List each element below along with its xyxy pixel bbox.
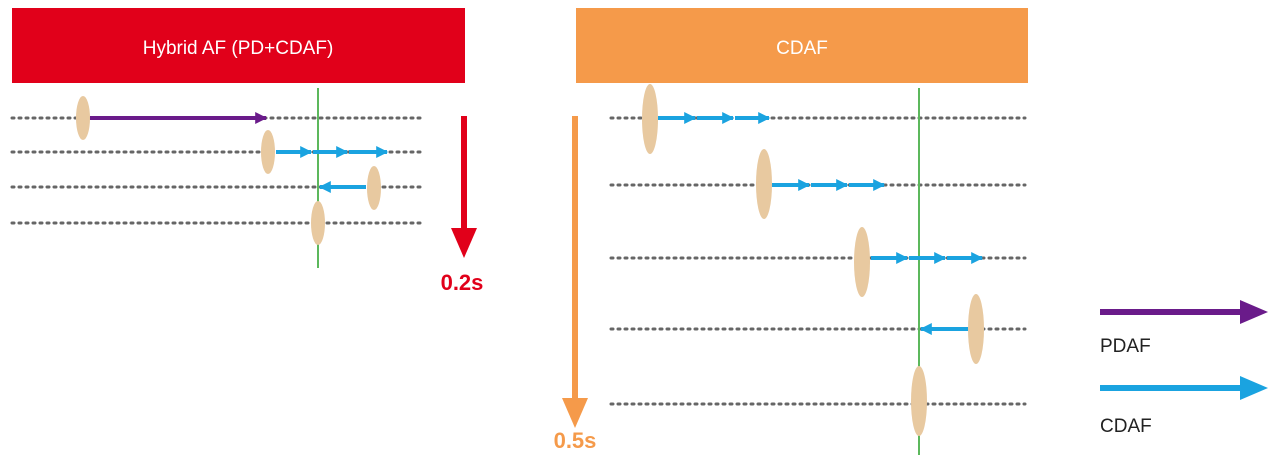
legend: PDAF CDAF — [1100, 300, 1268, 437]
lens-icon — [968, 294, 984, 364]
lens-icon — [311, 201, 325, 245]
lens-icon — [642, 84, 658, 154]
lens-icon — [854, 227, 870, 297]
lens-icon — [261, 130, 275, 174]
cdaf-time-arrowhead — [562, 398, 588, 428]
cdaf-lens-positions — [642, 84, 984, 436]
cdaf-time-label: 0.5s — [554, 428, 597, 453]
cdaf-dotted-rows — [609, 116, 1027, 406]
hybrid-arrows — [90, 112, 389, 193]
lens-icon — [367, 166, 381, 210]
hybrid-lens-positions — [76, 96, 381, 245]
legend-cdaf-label: CDAF — [1100, 416, 1152, 437]
legend-pdaf-arrowhead — [1240, 300, 1268, 324]
hybrid-af-title: Hybrid AF (PD+CDAF) — [143, 38, 334, 59]
lens-icon — [756, 149, 772, 219]
hybrid-af-panel: Hybrid AF (PD+CDAF) 0.2s — [10, 8, 484, 295]
cdaf-panel: CDAF — [554, 8, 1028, 455]
hybrid-time-arrowhead — [451, 228, 477, 258]
hybrid-dotted-rows — [10, 116, 427, 225]
cdaf-title: CDAF — [776, 38, 828, 59]
lens-icon — [911, 366, 927, 436]
cdaf-arrows — [658, 112, 984, 335]
cdaf-header — [576, 8, 1028, 83]
hybrid-af-header — [12, 8, 465, 83]
lens-icon — [76, 96, 90, 140]
legend-pdaf-label: PDAF — [1100, 336, 1151, 357]
hybrid-time-label: 0.2s — [441, 270, 484, 295]
legend-cdaf-arrowhead — [1240, 376, 1268, 400]
